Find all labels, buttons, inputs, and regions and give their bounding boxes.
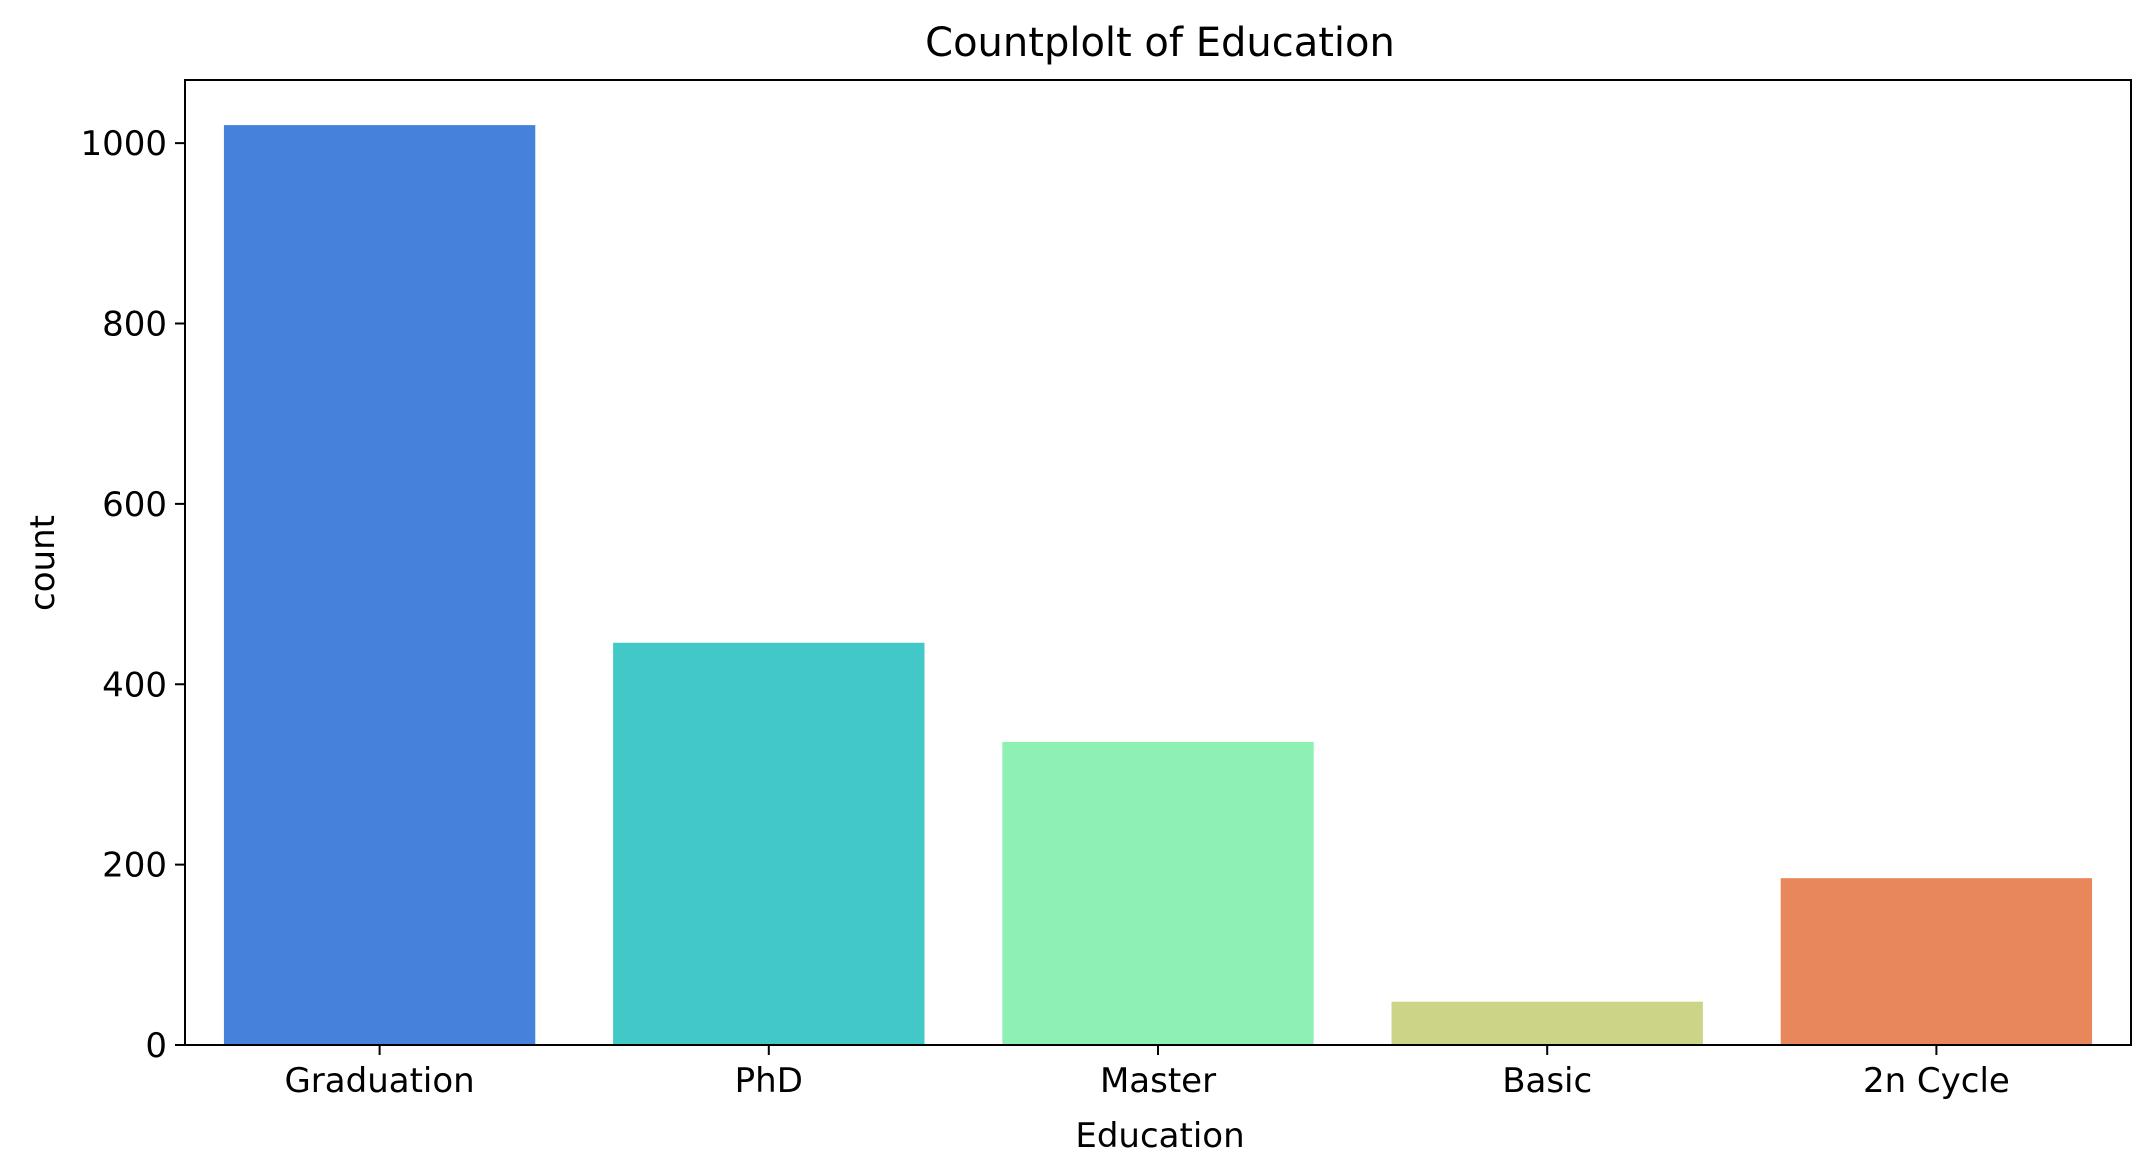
bar-phd <box>613 642 925 1045</box>
x-tick-label: Graduation <box>284 1061 474 1101</box>
y-axis-label: count <box>23 515 63 611</box>
x-axis-label: Education <box>1075 1116 1244 1156</box>
chart-title: Countplolt of Education <box>925 20 1395 66</box>
ticks-layer: Graduation PhD Master Basic 2n Cycle 0 200 400 6… <box>80 124 2009 1101</box>
bar-graduation <box>223 125 536 1046</box>
y-tick-label: 0 <box>145 1026 167 1066</box>
y-tick-label: 200 <box>102 846 167 886</box>
y-tick-label: 1000 <box>80 124 167 164</box>
x-tick-label: 2n Cycle <box>1863 1061 2010 1101</box>
y-tick-label: 600 <box>102 485 167 525</box>
bar-master <box>1002 741 1314 1045</box>
y-tick-label: 800 <box>102 305 167 345</box>
x-tick-label: Master <box>1100 1061 1216 1101</box>
x-tick-label: PhD <box>735 1061 803 1101</box>
x-tick-label: Basic <box>1502 1061 1592 1101</box>
bars-layer <box>223 125 2093 1046</box>
bar-basic <box>1391 1001 1703 1045</box>
bar-2n-cycle <box>1780 878 2093 1045</box>
y-tick-label: 400 <box>102 665 167 705</box>
